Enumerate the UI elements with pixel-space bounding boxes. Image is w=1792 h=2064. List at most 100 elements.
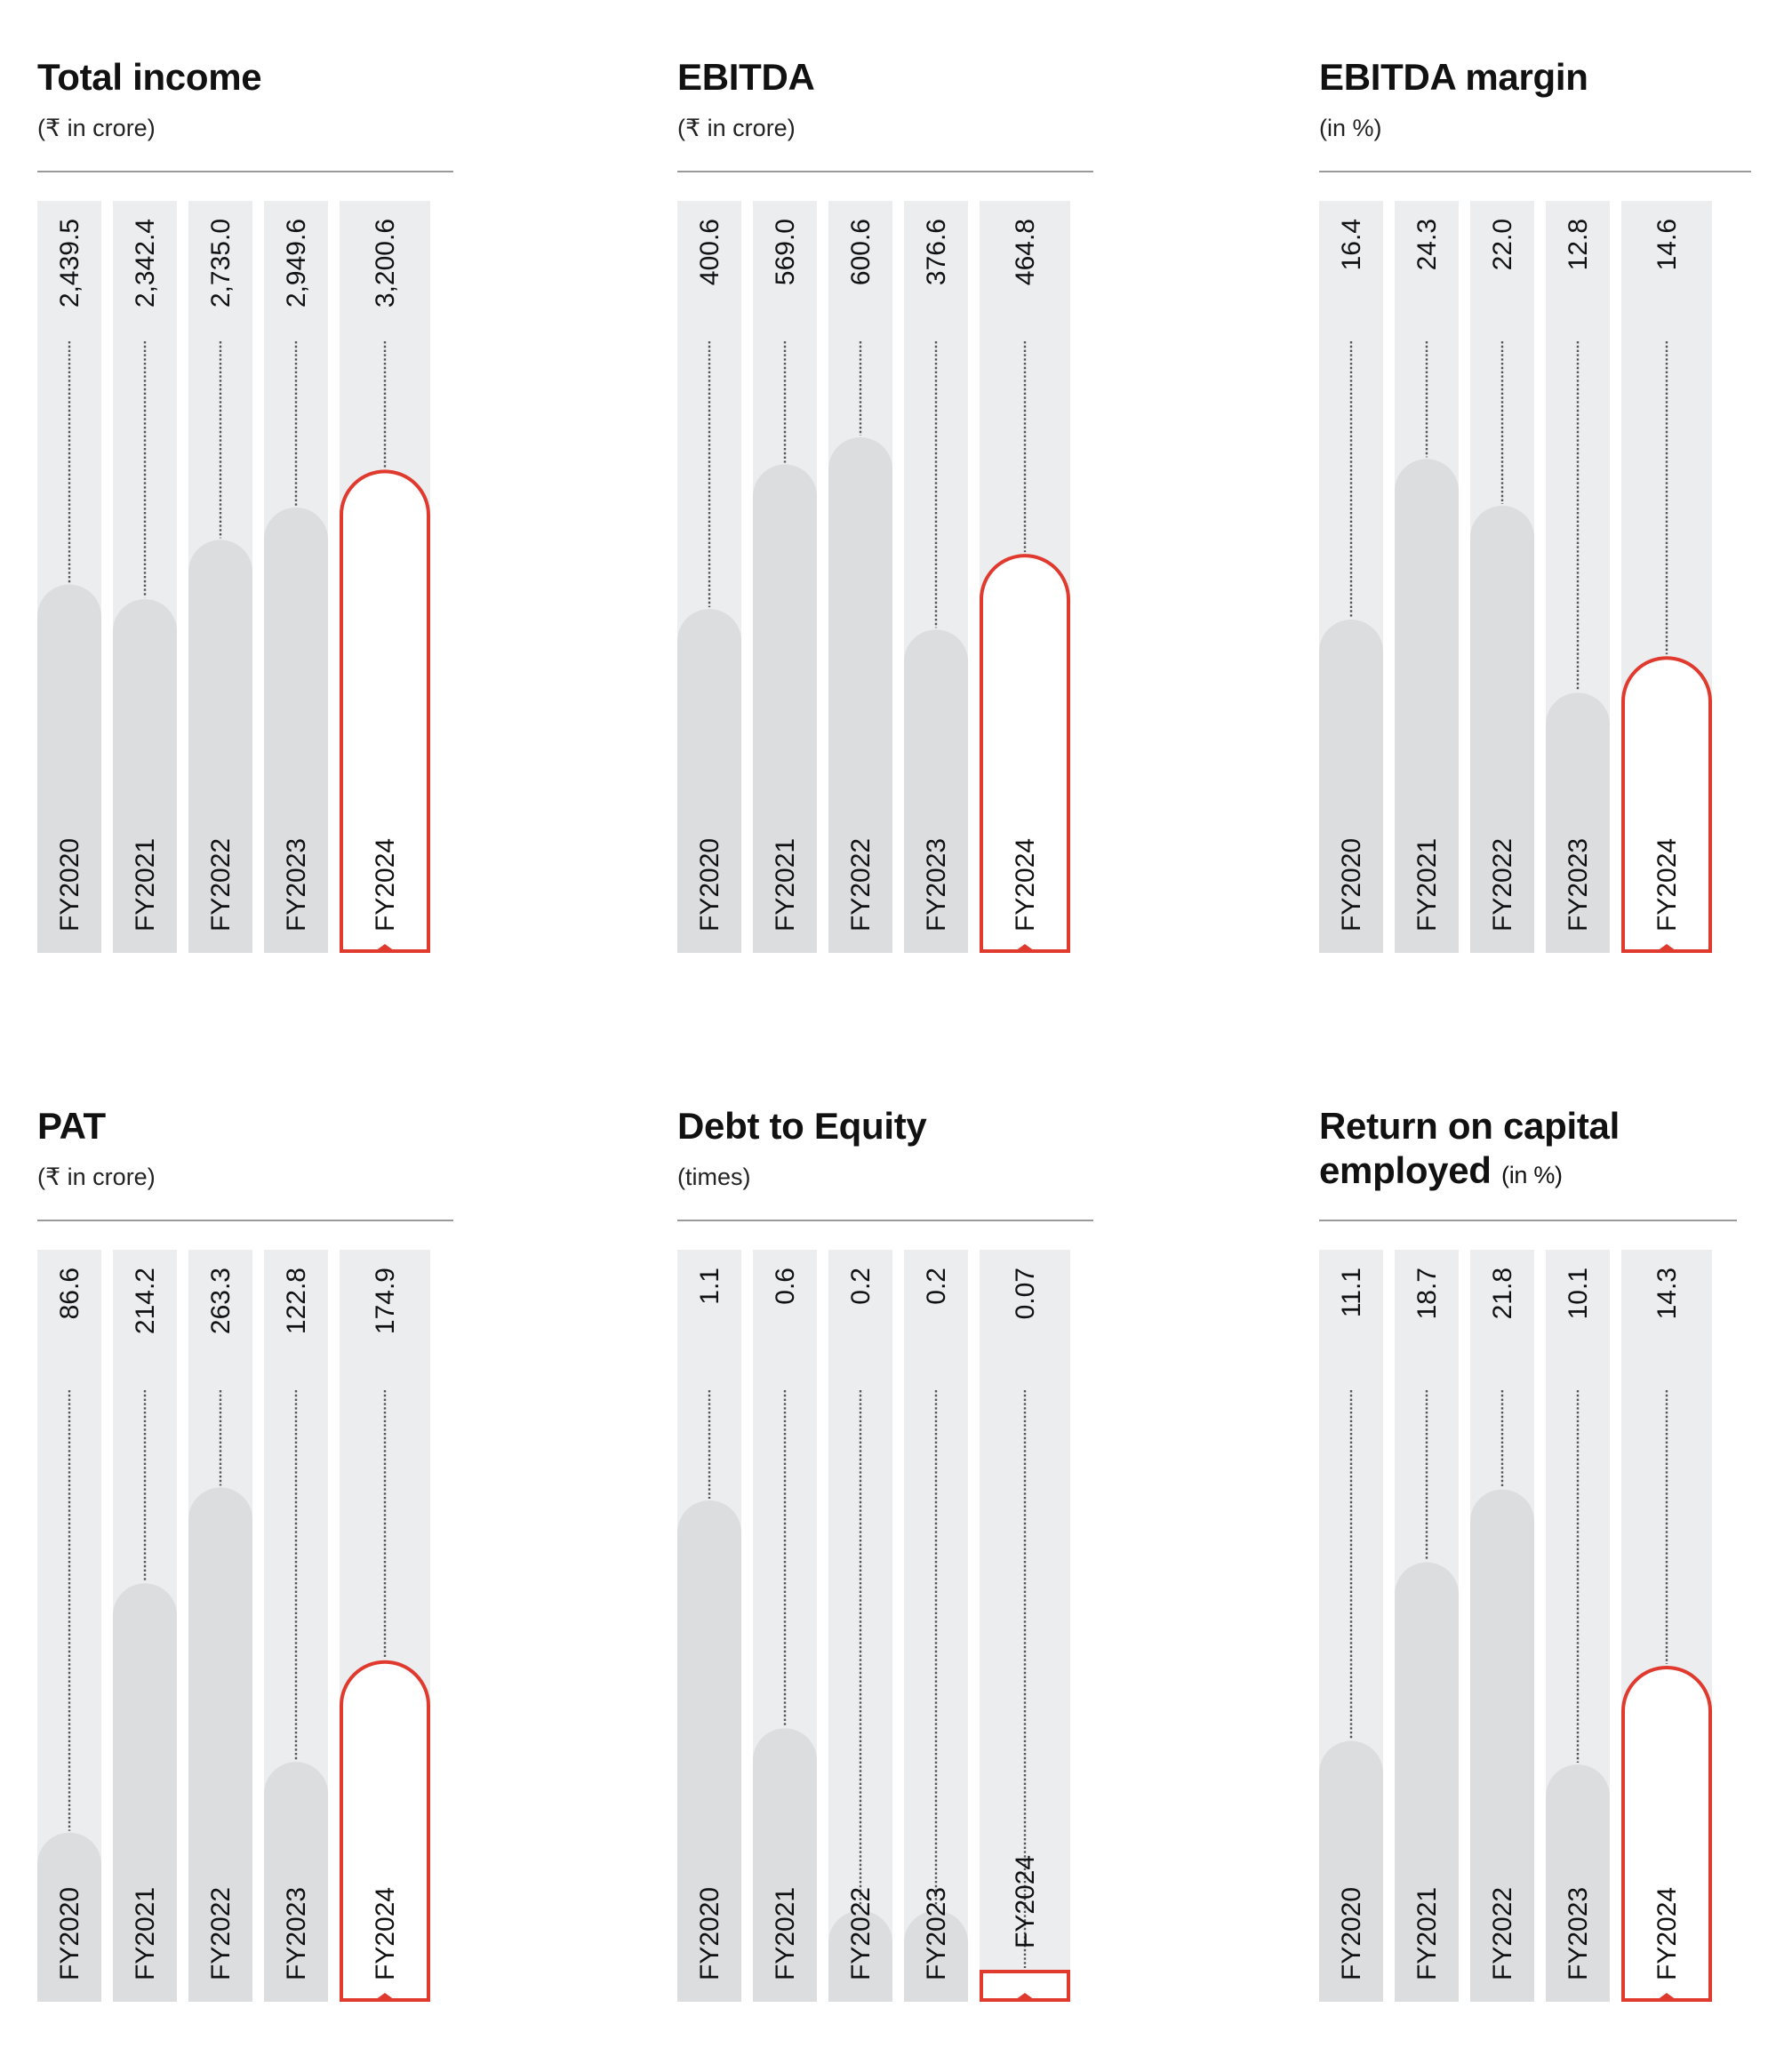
value-label: 2,342.4 [131, 219, 160, 308]
chart-title: EBITDA [677, 56, 815, 98]
chart-panel-pat: PAT (₹ in crore) 86.6 FY2020 214.2 FY2021 26… [37, 1104, 455, 2011]
chart-panel-debt-to-equity: Debt to Equity (times) 1.1 FY2020 0.6 FY202… [677, 1104, 1095, 2011]
value-label: 21.8 [1488, 1268, 1517, 1319]
chart-title-line-2: employed [1319, 1149, 1492, 1191]
bar-group-fy2021: 214.2 FY2021 [113, 1250, 177, 2002]
value-label: 174.9 [371, 1268, 400, 1334]
bar [677, 1500, 741, 2002]
category-label: FY2022 [1488, 1887, 1517, 1980]
bar-group-fy2023: 122.8 FY2023 [264, 1250, 328, 2002]
category-label: FY2020 [1337, 1887, 1366, 1980]
bar-chart-total-income: 2,439.5FY20202,342.4FY20212,735.0FY20222… [37, 201, 430, 953]
bar [828, 436, 892, 953]
category-label: FY2024 [1652, 1887, 1682, 1980]
bar-group-fy2020: 11.1 FY2020 [1319, 1250, 1383, 2002]
category-label: FY2020 [55, 838, 84, 932]
category-label: FY2020 [695, 1887, 724, 1980]
chart-panel-ebitda-margin: EBITDA margin (in %) 16.4 FY2020 24.3 FY202… [1319, 55, 1751, 962]
bar [113, 1583, 177, 2002]
bar [1470, 505, 1534, 953]
bar-highlight [1621, 656, 1712, 953]
divider [37, 171, 453, 172]
value-label: 464.8 [1011, 219, 1040, 285]
bar-group-fy2023: 2,949.6 FY2023 [264, 201, 328, 953]
chart-unit: (times) [677, 1164, 751, 1190]
chart-unit: (₹ in crore) [677, 115, 796, 141]
bar [37, 584, 101, 953]
value-label: 0.2 [922, 1268, 951, 1305]
value-label: 0.6 [771, 1268, 800, 1305]
value-label: 1.1 [695, 1268, 724, 1305]
chart-title: PAT [37, 1105, 106, 1147]
highlight-marker [1657, 944, 1676, 951]
value-label: 3,200.6 [371, 219, 400, 308]
bar [113, 599, 177, 953]
category-label: FY2023 [282, 1887, 311, 1980]
bar-group-fy2021: 18.7 FY2021 [1395, 1250, 1459, 2002]
chart-title-line-1: Return on capital [1319, 1105, 1620, 1147]
bar-group-fy2023: 0.2 FY2023 [904, 1250, 968, 2002]
bar-group-fy2024: 174.9 FY2024 [340, 1250, 430, 2002]
highlight-marker [1015, 944, 1035, 951]
value-label: 2,949.6 [282, 219, 311, 308]
bar-highlight [980, 554, 1070, 953]
bar-group-fy2024: 3,200.6 FY2024 [340, 201, 430, 953]
highlight-marker [375, 1993, 395, 2000]
category-label: FY2024 [1011, 838, 1040, 932]
value-label: 18.7 [1412, 1268, 1442, 1319]
bar [1470, 1489, 1534, 2002]
bar [1395, 1562, 1459, 2002]
bar [1319, 620, 1383, 953]
chart-unit: (₹ in crore) [37, 115, 156, 141]
value-label: 24.3 [1412, 219, 1442, 270]
bar-highlight [1621, 1666, 1712, 2002]
chart-unit: (in %) [1319, 115, 1382, 141]
bar [753, 1728, 817, 2002]
chart-panel-roce: Return on capital employed (in %) 11.1 FY… [1319, 1104, 1737, 2011]
chart-title: Return on capital employed (in %) [1319, 1104, 1620, 1197]
chart-unit: (in %) [1501, 1162, 1563, 1188]
bar-group-fy2022: 22.0 FY2022 [1470, 201, 1534, 953]
bar-group-fy2022: 0.2 FY2022 [828, 1250, 892, 2002]
value-label: 122.8 [282, 1268, 311, 1334]
divider [37, 1220, 453, 1221]
bar-group-fy2022: 2,735.0 FY2022 [188, 201, 252, 953]
chart-unit: (₹ in crore) [37, 1164, 156, 1190]
category-label: FY2023 [1564, 1887, 1593, 1980]
bar-group-fy2021: 0.6 FY2021 [753, 1250, 817, 2002]
bar-group-fy2021: 2,342.4 FY2021 [113, 201, 177, 953]
bar-chart-ebitda: 400.6 FY2020 569.0 FY2021 600.6 FY2022 376.6 FY… [677, 201, 1070, 953]
value-label: 400.6 [695, 219, 724, 285]
chart-title: Total income [37, 56, 262, 98]
value-label: 16.4 [1337, 219, 1366, 270]
highlight-marker [1657, 1993, 1676, 2000]
divider [677, 171, 1093, 172]
chart-title: EBITDA margin [1319, 56, 1588, 98]
bar-group-fy2020: 1.1 FY2020 [677, 1250, 741, 2002]
bar [264, 1762, 328, 2002]
bar-highlight [980, 1970, 1070, 2002]
bar-group-fy2022: 600.6 FY2022 [828, 201, 892, 953]
value-label: 14.3 [1652, 1268, 1682, 1319]
bar [828, 1910, 892, 2002]
bar [264, 507, 328, 953]
bar-chart-debt-to-equity: 1.1 FY2020 0.6 FY2021 0.2 FY2022 0.2 FY2023 0.07… [677, 1250, 1070, 2002]
bar-chart-pat: 86.6 FY2020 214.2 FY2021 263.3 FY2022 122.8 FY2… [37, 1250, 430, 2002]
bar-group-fy2024: 0.07 FY2024 [980, 1250, 1070, 2002]
bar [1546, 692, 1610, 953]
bar [1319, 1740, 1383, 2002]
value-label: 11.1 [1337, 1268, 1366, 1317]
category-label: FY2021 [1412, 838, 1442, 932]
bar [188, 1487, 252, 2002]
value-label: 263.3 [206, 1268, 236, 1334]
category-label: FY2021 [771, 838, 800, 932]
bar-group-fy2020: 86.6 FY2020 [37, 1250, 101, 2002]
category-label: FY2024 [1011, 1855, 1040, 1948]
category-label: FY2023 [1564, 838, 1593, 932]
bar [37, 1832, 101, 2002]
category-label: FY2024 [1652, 838, 1682, 932]
value-label: 0.2 [846, 1268, 876, 1305]
value-label: 214.2 [131, 1268, 160, 1334]
value-label: 0.07 [1011, 1268, 1040, 1319]
bar-chart-roce: 11.1 FY2020 18.7 FY2021 21.8 FY2022 10.1 FY2023… [1319, 1250, 1712, 2002]
